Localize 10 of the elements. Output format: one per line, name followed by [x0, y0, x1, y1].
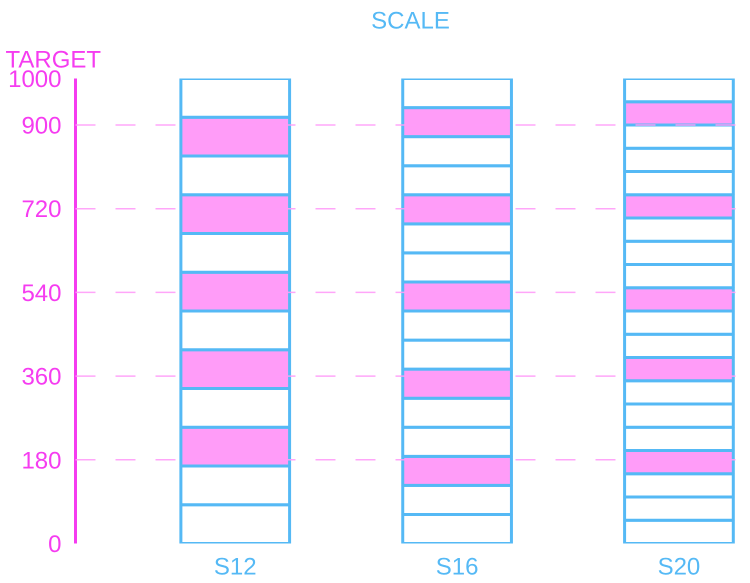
- y-tick-label: 360: [21, 364, 62, 391]
- y-tick-label: 900: [21, 112, 62, 140]
- y-tick-label: 180: [21, 447, 62, 474]
- y-tick-label: 0: [48, 531, 62, 558]
- x-tick-label: S16: [436, 554, 478, 580]
- y-tick-label: 720: [21, 196, 62, 224]
- x-tick-label: S12: [214, 554, 257, 580]
- x-tick-label: S20: [658, 554, 700, 580]
- y-tick-label: 540: [21, 280, 62, 307]
- chart-title: SCALE: [371, 8, 450, 34]
